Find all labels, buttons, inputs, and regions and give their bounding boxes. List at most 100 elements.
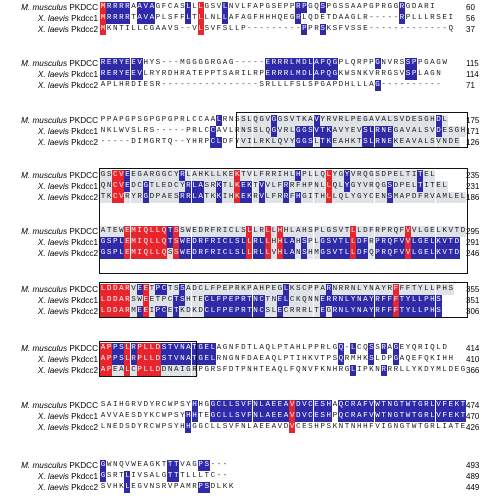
- residue-cell: A: [398, 192, 405, 203]
- residue-cell: D: [210, 483, 216, 491]
- residue-cell: A: [337, 137, 344, 148]
- residue-cell: L: [350, 365, 357, 376]
- residue-cell: L: [331, 192, 338, 203]
- residue-cell: R: [209, 237, 216, 248]
- residue-cell: L: [326, 344, 332, 352]
- residue-cell: E: [350, 126, 357, 137]
- residue-cell: L: [148, 248, 155, 259]
- residue-cell: A: [417, 3, 423, 11]
- species-genus: X. laevis: [37, 193, 69, 202]
- residue-cell: L: [142, 354, 149, 365]
- species-genus: M. musculus: [21, 3, 68, 12]
- residue-cell: T: [161, 461, 167, 469]
- residue-cell: L: [319, 226, 326, 237]
- residue-cell: R: [283, 126, 290, 137]
- residue-cell: -: [198, 81, 203, 89]
- residue-cell: K: [453, 411, 460, 422]
- residue-cell: L: [302, 81, 307, 89]
- residue-cell: R: [423, 411, 430, 422]
- residue-cell: T: [131, 14, 136, 22]
- residue-cell: R: [155, 401, 161, 409]
- residue-cell: S: [301, 248, 308, 259]
- residue-cell: W: [405, 411, 412, 422]
- residue-cell: G: [319, 237, 326, 248]
- residue-cell: A: [362, 295, 369, 306]
- residue-cell: V: [331, 237, 338, 248]
- residue-cell: E: [331, 137, 338, 148]
- residue-cell: P: [106, 354, 113, 365]
- residue-cell: V: [142, 2, 149, 13]
- residue-cell: R: [203, 226, 210, 237]
- residue-cell: K: [106, 192, 113, 203]
- residue-cell: A: [307, 115, 314, 126]
- residue-cell: A: [173, 365, 180, 376]
- residue-cell: -: [393, 14, 399, 22]
- residue-cell: R: [112, 472, 118, 480]
- residue-cell: L: [264, 192, 271, 203]
- residue-cell: L: [203, 284, 210, 295]
- residue-cell: R: [337, 115, 344, 126]
- residue-cell: S: [137, 116, 142, 124]
- residue-cell: K: [234, 181, 241, 192]
- residue-cell: L: [399, 366, 405, 374]
- gene-name: Pkdcc1: [68, 412, 98, 421]
- residue-cell: P: [319, 69, 326, 80]
- residue-cell: L: [228, 25, 234, 33]
- residue-cell: P: [173, 116, 179, 124]
- residue-cell: P: [264, 284, 271, 295]
- residue-cell: R: [380, 237, 387, 248]
- residue-cell: L: [124, 365, 131, 376]
- residue-cell: Q: [368, 248, 375, 259]
- residue-cell: R: [398, 2, 405, 13]
- residue-cell: D: [143, 401, 149, 409]
- residue-cell: L: [216, 14, 222, 22]
- residue-cell: D: [283, 423, 289, 431]
- residue-cell: V: [398, 248, 405, 259]
- residue-cell: R: [197, 237, 204, 248]
- residue-cell: A: [148, 13, 155, 24]
- residue-cell: L: [154, 181, 161, 192]
- residue-cell: L: [447, 192, 454, 203]
- residue-cell: P: [369, 59, 374, 67]
- residue-cell: I: [442, 423, 447, 431]
- residue-cell: E: [143, 81, 149, 89]
- residue-cell: R: [289, 306, 296, 317]
- residue-cell: N: [356, 295, 363, 306]
- residue-cell: K: [209, 192, 216, 203]
- residue-cell: A: [332, 401, 338, 409]
- residue-cell: H: [356, 423, 362, 431]
- residue-cell: G: [209, 400, 216, 411]
- species-genus: X. laevis: [37, 249, 69, 258]
- gene-name: Pkdcc1: [68, 296, 98, 305]
- residue-cell: -: [253, 81, 258, 89]
- residue-cell: -: [271, 25, 277, 33]
- residue-cell: R: [265, 81, 271, 89]
- residue-cell: E: [313, 400, 320, 411]
- residue-cell: G: [154, 170, 161, 181]
- residue-cell: L: [161, 14, 167, 22]
- residue-cell: S: [246, 126, 253, 137]
- residue-cell: L: [289, 69, 296, 80]
- gene-name: Pkdcc2: [68, 81, 98, 90]
- residue-cell: S: [326, 423, 332, 431]
- residue-cell: A: [271, 423, 277, 431]
- residue-cell: E: [130, 170, 137, 181]
- residue-cell: L: [283, 295, 290, 306]
- residue-cell: E: [264, 69, 271, 80]
- gene-name: Pkdcc2: [68, 483, 98, 492]
- residue-cell: T: [429, 181, 436, 192]
- residue-cell: K: [430, 355, 435, 363]
- species-genus: X. laevis: [37, 81, 69, 90]
- residue-count: 291: [466, 238, 480, 247]
- residue-cell: L: [185, 13, 192, 24]
- residue-cell: S: [130, 295, 137, 306]
- residue-cell: L: [271, 81, 277, 89]
- residue-cell: D: [301, 58, 308, 69]
- residue-cell: V: [356, 126, 363, 137]
- residue-cell: P: [363, 3, 368, 11]
- gene-name: PKDCC: [67, 401, 98, 410]
- residue-cell: T: [203, 192, 210, 203]
